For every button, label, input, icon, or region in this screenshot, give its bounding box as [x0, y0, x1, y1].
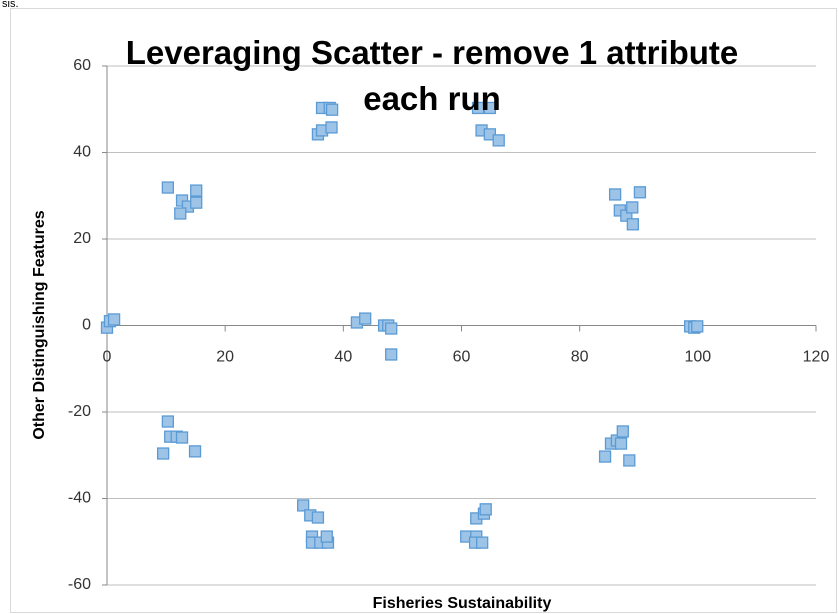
- point: [492, 134, 505, 147]
- point: [107, 313, 121, 326]
- point: [623, 454, 636, 467]
- marks: [100, 101, 704, 549]
- point: [320, 530, 333, 543]
- point: [190, 196, 203, 209]
- y-tick-label: 0: [82, 317, 91, 334]
- point: [188, 445, 202, 458]
- point: [359, 312, 372, 325]
- point: [626, 201, 639, 214]
- point: [616, 425, 629, 438]
- point: [174, 207, 187, 220]
- y-tick-label: -40: [68, 490, 91, 507]
- x-tick-label: 120: [803, 349, 830, 366]
- point: [483, 101, 497, 115]
- point: [479, 503, 492, 516]
- point: [614, 437, 628, 450]
- point: [608, 188, 622, 201]
- x-tick-label: 40: [334, 349, 352, 366]
- y-axis-label: Other Distinguishing Features: [31, 210, 48, 439]
- y-tick-label: 40: [73, 144, 91, 161]
- point: [633, 186, 647, 199]
- x-tick-label: 100: [684, 349, 711, 366]
- point: [691, 320, 704, 333]
- x-tick-label: 80: [571, 349, 589, 366]
- chart-title: Leveraging Scatter - remove 1 attribute e…: [126, 34, 739, 117]
- point: [471, 101, 485, 115]
- point: [325, 121, 338, 134]
- point: [190, 184, 203, 197]
- x-tick-label: 20: [216, 349, 234, 366]
- point: [385, 322, 398, 335]
- x-tick-label: 0: [103, 349, 112, 366]
- point: [161, 181, 175, 194]
- point: [175, 431, 189, 444]
- point: [161, 415, 175, 428]
- y-tick-label: 20: [73, 230, 91, 247]
- y-tick-label: -20: [68, 403, 91, 420]
- y-tick-label: -60: [68, 576, 91, 593]
- point: [385, 348, 398, 361]
- x-axis-label: Fisheries Sustainability: [373, 595, 552, 612]
- point: [476, 536, 489, 549]
- grid: -60 -40 -20 0 20 40 60 0 20 40 60 80 100 120: [68, 57, 830, 593]
- point: [156, 447, 170, 460]
- point: [626, 218, 639, 231]
- point: [297, 499, 310, 512]
- caption-fragment: sis.: [2, 0, 19, 10]
- point: [325, 103, 339, 116]
- point: [311, 511, 325, 524]
- y-tick-label: 60: [73, 57, 91, 74]
- chart-frame: [10, 8, 837, 613]
- x-tick-label: 60: [453, 349, 471, 366]
- point: [598, 450, 612, 463]
